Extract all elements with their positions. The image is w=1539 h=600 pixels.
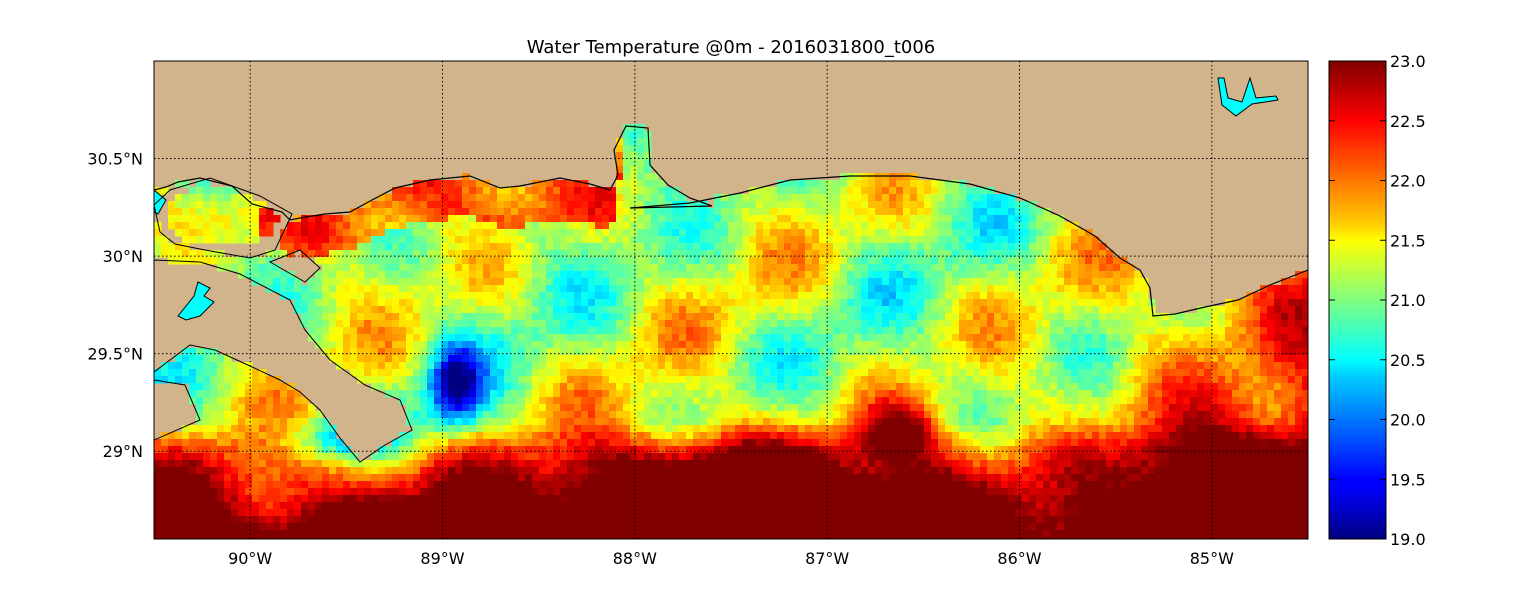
lon-label: 90°W <box>228 549 272 568</box>
lon-label: 86°W <box>997 549 1041 568</box>
colorbar-ticks: 19.0 19.5 20.0 20.5 21.0 21.5 22.0 22.5 23.0 <box>1329 52 1426 549</box>
graticule <box>154 61 1308 539</box>
lon-label: 85°W <box>1190 549 1234 568</box>
colorbar-tick-label: 19.5 <box>1390 470 1426 489</box>
map-area <box>153 60 1309 540</box>
temperature-field <box>154 124 1308 539</box>
lon-label: 88°W <box>613 549 657 568</box>
colorbar-tick-label: 21.0 <box>1390 291 1426 310</box>
coastline <box>154 76 1308 463</box>
colorbar-tick-label: 20.0 <box>1390 411 1426 430</box>
colorbar-tick-label: 22.5 <box>1390 112 1426 131</box>
colorbar: 19.0 19.5 20.0 20.5 21.0 21.5 22.0 22.5 23.0 <box>1328 52 1426 549</box>
colorbar-tick-label: 20.5 <box>1390 351 1426 370</box>
map-frame <box>153 60 1309 540</box>
lat-label: 30.5°N <box>87 150 143 169</box>
latitude-labels: 29°N 29.5°N 30°N 30.5°N <box>87 150 143 462</box>
colorbar-tick-label: 19.0 <box>1390 530 1426 549</box>
colorbar-tick-label: 22.0 <box>1390 172 1426 191</box>
colorbar-tick-label: 21.5 <box>1390 231 1426 250</box>
lat-label: 29°N <box>103 442 143 461</box>
lat-label: 29.5°N <box>87 345 143 364</box>
lon-label: 87°W <box>805 549 849 568</box>
longitude-labels: 90°W 89°W 88°W 87°W 86°W 85°W <box>228 549 1234 568</box>
map-title: Water Temperature @0m - 2016031800_t006 <box>527 37 936 58</box>
lon-label: 89°W <box>420 549 464 568</box>
lat-label: 30°N <box>103 247 143 266</box>
colorbar-tick-label: 23.0 <box>1390 52 1426 71</box>
colorbar-gradient <box>1328 60 1387 540</box>
